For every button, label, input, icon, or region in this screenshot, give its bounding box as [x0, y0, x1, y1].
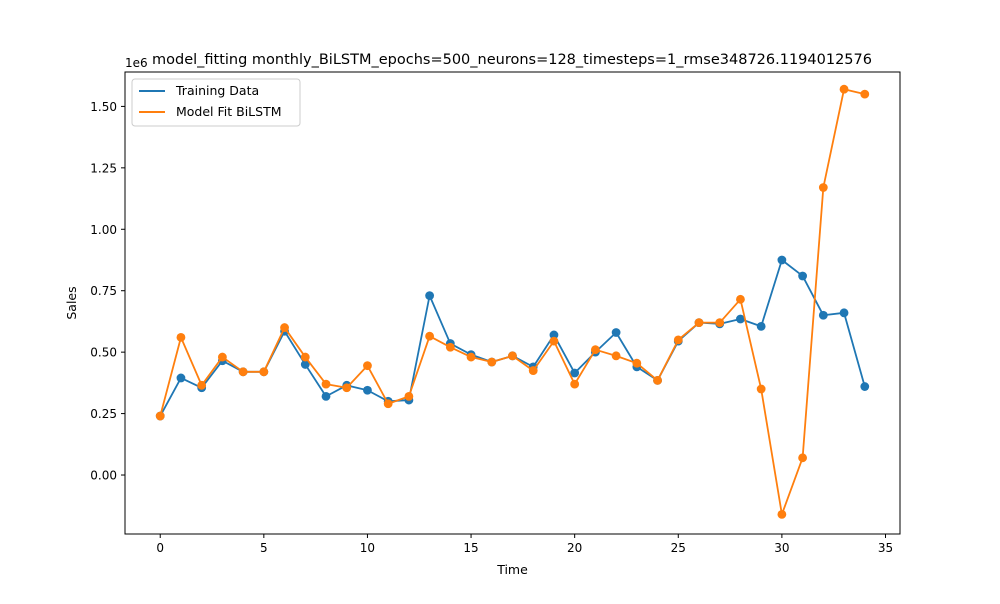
data-point-model-fit-bilstm — [632, 358, 642, 368]
data-point-model-fit-bilstm — [860, 89, 870, 99]
y-tick-label: 1.25 — [90, 161, 117, 175]
x-tick-label: 15 — [463, 541, 478, 555]
data-point-model-fit-bilstm — [259, 367, 269, 377]
data-point-model-fit-bilstm — [425, 331, 435, 341]
x-tick-label: 5 — [260, 541, 268, 555]
data-point-model-fit-bilstm — [611, 351, 621, 361]
data-point-model-fit-bilstm — [590, 345, 600, 355]
y-axis-label: Sales — [64, 286, 79, 319]
data-point-training-data — [756, 321, 766, 331]
y-tick-label: 0.00 — [90, 469, 117, 483]
data-point-training-data — [425, 291, 435, 301]
y-axis: 0.00 0.25 0.50 0.75 1.00 1.25 1.50 — [90, 100, 125, 483]
x-tick-label: 30 — [774, 541, 789, 555]
data-point-training-data — [818, 310, 828, 320]
data-point-training-data — [321, 391, 331, 401]
data-point-training-data — [611, 328, 621, 337]
data-point-model-fit-bilstm — [445, 342, 455, 352]
data-point-model-fit-bilstm — [466, 352, 476, 362]
data-point-training-data — [798, 271, 808, 281]
data-point-training-data — [363, 385, 372, 395]
data-point-training-data — [839, 308, 849, 318]
data-point-model-fit-bilstm — [777, 509, 787, 519]
data-point-model-fit-bilstm — [363, 361, 372, 371]
data-point-model-fit-bilstm — [217, 352, 227, 362]
legend-box — [131, 78, 301, 127]
x-tick-label: 0 — [156, 541, 164, 555]
data-point-model-fit-bilstm — [715, 318, 725, 328]
data-point-model-fit-bilstm — [321, 379, 331, 389]
data-point-model-fit-bilstm — [673, 335, 683, 345]
y-axis-offset-label: 1e6 — [125, 56, 148, 70]
chart-title: model_fitting monthly_BiLSTM_epochs=500_… — [152, 52, 872, 68]
data-point-model-fit-bilstm — [736, 294, 745, 304]
data-point-model-fit-bilstm — [653, 376, 662, 385]
data-point-model-fit-bilstm — [798, 453, 808, 463]
x-tick-label: 35 — [878, 541, 893, 555]
data-point-training-data — [570, 368, 580, 378]
data-point-model-fit-bilstm — [197, 380, 207, 390]
y-tick-label: 1.50 — [90, 100, 117, 114]
legend-label-model-fit: Model Fit BiLSTM — [176, 104, 282, 119]
y-tick-label: 0.75 — [90, 284, 117, 298]
data-point-model-fit-bilstm — [487, 357, 497, 367]
legend-label-training-data: Training Data — [175, 83, 259, 98]
data-point-model-fit-bilstm — [694, 318, 704, 328]
data-point-model-fit-bilstm — [570, 379, 580, 389]
data-point-training-data — [736, 314, 745, 324]
data-point-training-data — [549, 330, 559, 340]
y-tick-label: 1.00 — [90, 223, 117, 237]
data-point-training-data — [777, 255, 787, 265]
x-axis: 0 5 10 15 20 25 30 35 — [156, 534, 893, 555]
data-point-model-fit-bilstm — [300, 352, 310, 362]
x-tick-label: 20 — [567, 541, 582, 555]
x-tick-label: 25 — [671, 541, 686, 555]
y-tick-label: 0.25 — [90, 407, 117, 421]
data-point-model-fit-bilstm — [383, 399, 393, 409]
data-point-model-fit-bilstm — [818, 183, 828, 192]
axes-frame — [124, 71, 901, 535]
data-point-model-fit-bilstm — [280, 323, 289, 332]
data-point-training-data — [176, 373, 186, 383]
data-point-model-fit-bilstm — [528, 366, 538, 375]
x-tick-label: 10 — [360, 541, 375, 555]
series-line-model-fit-bilstm — [159, 88, 865, 516]
data-point-model-fit-bilstm — [508, 351, 517, 361]
data-point-model-fit-bilstm — [756, 384, 766, 394]
data-point-model-fit-bilstm — [839, 84, 849, 94]
plot-area — [155, 84, 870, 519]
data-point-model-fit-bilstm — [342, 383, 352, 393]
legend: Training Data Model Fit BiLSTM — [131, 78, 301, 127]
data-point-model-fit-bilstm — [404, 391, 414, 401]
data-point-training-data — [860, 382, 870, 391]
x-axis-label: Time — [496, 562, 528, 577]
data-point-model-fit-bilstm — [176, 333, 186, 342]
data-point-model-fit-bilstm — [155, 411, 165, 421]
y-tick-label: 0.50 — [90, 346, 117, 360]
data-point-model-fit-bilstm — [549, 336, 559, 346]
data-point-model-fit-bilstm — [238, 367, 248, 377]
data-point-training-data — [300, 360, 310, 369]
